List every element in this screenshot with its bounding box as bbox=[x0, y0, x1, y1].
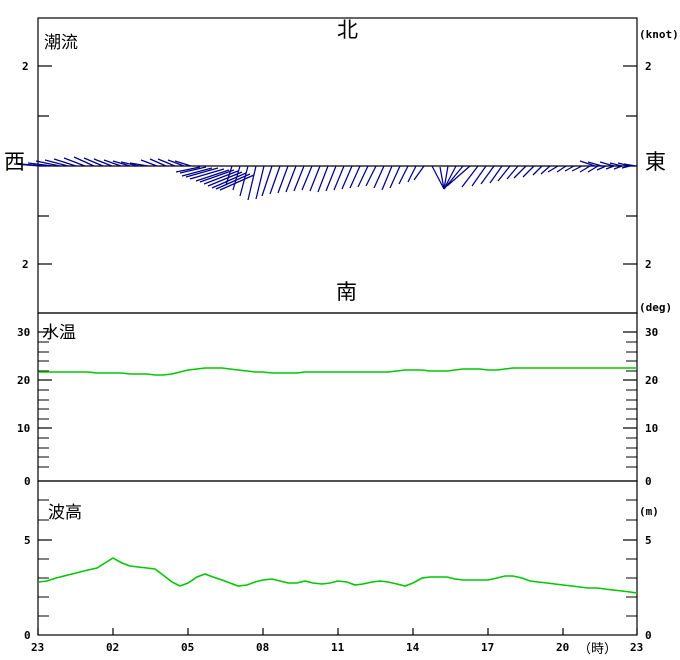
wave-unit-label: (m) bbox=[639, 505, 659, 518]
temperature-line bbox=[39, 367, 637, 376]
xtick-label-08: 08 bbox=[256, 641, 270, 654]
xtick-label-14: 14 bbox=[406, 641, 420, 654]
temp-ytick-30-right: 30 bbox=[645, 326, 659, 339]
direction-north-label: 北 bbox=[337, 18, 358, 42]
temp-ytick-20-left: 20 bbox=[17, 374, 31, 387]
wave-panel-frame bbox=[37, 480, 638, 636]
xtick-label-11: 11 bbox=[331, 641, 345, 654]
xtick-label-20: 20 bbox=[556, 641, 570, 654]
direction-west-label: 西 bbox=[4, 150, 25, 174]
wave-panel-title: 波高 bbox=[48, 503, 82, 523]
current-ytick-top-left: 2 bbox=[22, 60, 29, 73]
current-unit-label: (knot) bbox=[639, 28, 679, 41]
xtick-label-17: 17 bbox=[481, 641, 495, 654]
current-vector-field bbox=[13, 156, 637, 201]
temperature-panel-frame bbox=[37, 312, 638, 482]
temperature-panel-title: 水温 bbox=[42, 323, 76, 343]
temp-ytick-0-right: 0 bbox=[645, 475, 652, 488]
direction-south-label: 南 bbox=[336, 280, 357, 304]
current-ytick-bottom-right: 2 bbox=[645, 258, 652, 271]
temp-ytick-20-right: 20 bbox=[645, 374, 659, 387]
x-axis-hour-unit-label: （時） bbox=[578, 642, 618, 657]
temp-ytick-10-left: 10 bbox=[17, 422, 31, 435]
temp-ytick-10-right: 10 bbox=[645, 422, 659, 435]
wave-ytick-0-right: 0 bbox=[645, 629, 652, 642]
current-ytick-top-right: 2 bbox=[645, 60, 652, 73]
temp-ytick-0-left: 0 bbox=[24, 475, 31, 488]
temp-ytick-30-left: 30 bbox=[17, 326, 31, 339]
xtick-label-05: 05 bbox=[181, 641, 195, 654]
temperature-unit-label: (deg) bbox=[639, 301, 673, 314]
wave-ytick-5-right: 5 bbox=[645, 534, 652, 547]
current-ytick-bottom-left: 2 bbox=[22, 258, 29, 271]
wave-ytick-0-left: 0 bbox=[24, 629, 31, 642]
direction-east-label: 東 bbox=[645, 150, 666, 174]
xtick-label-23-start: 23 bbox=[31, 641, 45, 654]
wave-ytick-5-left: 5 bbox=[24, 534, 31, 547]
wave-height-line bbox=[38, 557, 638, 594]
xtick-label-23-end: 23 bbox=[630, 641, 644, 654]
xtick-label-02: 02 bbox=[106, 641, 120, 654]
current-panel-title: 潮流 bbox=[44, 33, 78, 53]
